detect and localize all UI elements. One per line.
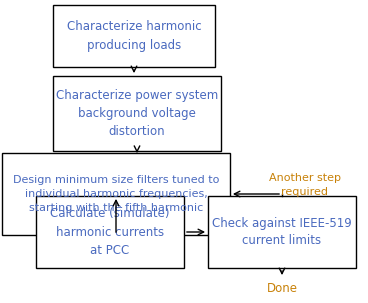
Text: Another step
required: Another step required — [269, 173, 341, 197]
Bar — [53, 76, 221, 151]
Text: Design minimum size filters tuned to
individual harmonic frequencies,
starting w: Design minimum size filters tuned to ind… — [13, 175, 219, 213]
Bar — [53, 5, 215, 67]
Text: Characterize harmonic
producing loads: Characterize harmonic producing loads — [67, 21, 201, 52]
Text: Calculate (simulate)
harmonic currents
at PCC: Calculate (simulate) harmonic currents a… — [50, 208, 170, 257]
Bar — [36, 196, 184, 268]
Text: Check against IEEE-519
current limits: Check against IEEE-519 current limits — [212, 217, 352, 248]
Text: Characterize power system
background voltage
distortion: Characterize power system background vol… — [56, 89, 218, 138]
Bar — [2, 153, 230, 235]
Text: Done: Done — [266, 282, 297, 295]
Bar — [208, 196, 356, 268]
